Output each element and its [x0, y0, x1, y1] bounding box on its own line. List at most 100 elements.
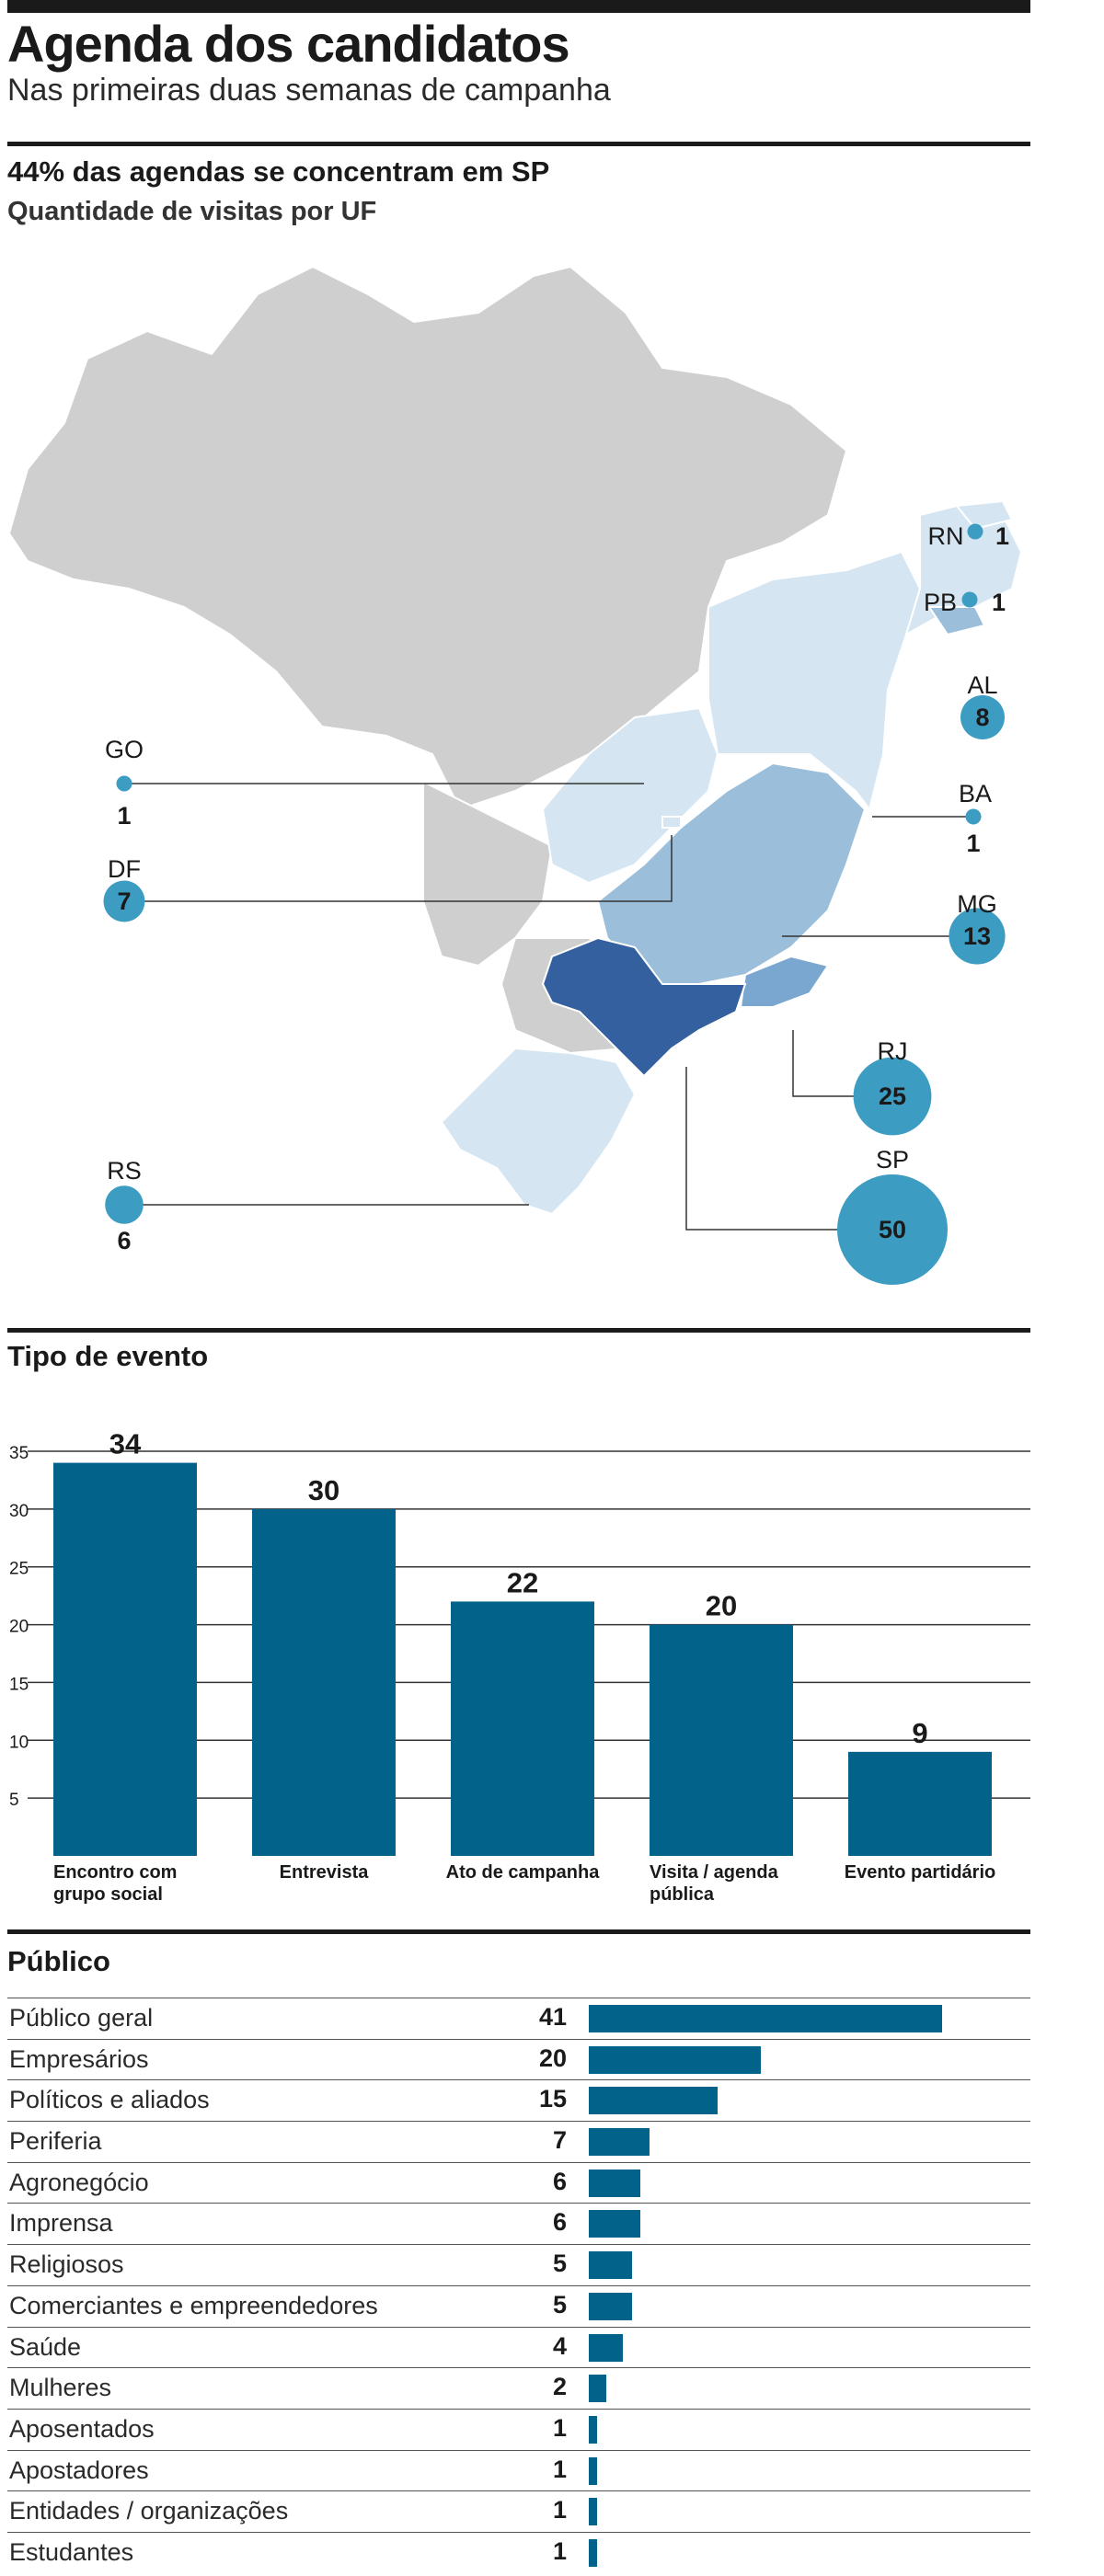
- state-shape-RS: [440, 1047, 637, 1216]
- state-shape-RN: [955, 499, 1014, 531]
- public-row: Políticos e aliados 15: [7, 2079, 1030, 2121]
- category-label: Evento partidário: [845, 1862, 995, 1883]
- public-row-label: Políticos e aliados: [9, 2086, 210, 2114]
- bar-value-label: 9: [912, 1717, 927, 1749]
- public-row: Estudantes 1: [7, 2531, 1030, 2573]
- public-row-label: Empresários: [9, 2044, 149, 2073]
- y-tick-label: 15: [9, 1675, 29, 1694]
- state-label-sp: SP: [876, 1146, 909, 1174]
- public-row-label: Comerciantes e empreendedores: [9, 2291, 378, 2319]
- public-row-value: 2: [552, 2373, 567, 2401]
- event-chart-title: Tipo de evento: [7, 1340, 209, 1372]
- state-value-df: 7: [117, 887, 131, 915]
- public-row-bar: [589, 2375, 606, 2403]
- public-chart-title: Público: [7, 1945, 110, 1977]
- state-shape-AL: [927, 606, 986, 636]
- bar-value-label: 20: [706, 1590, 737, 1622]
- bubble-rj: [853, 1057, 932, 1136]
- public-row-label: Aposentados: [9, 2414, 155, 2443]
- public-row-bar: [589, 2128, 650, 2157]
- state-label-go: GO: [105, 736, 144, 763]
- public-row: Periferia 7: [7, 2121, 1030, 2162]
- public-row-bar: [589, 2538, 598, 2567]
- public-row: Agronegócio 6: [7, 2161, 1030, 2204]
- public-row-bar: [589, 2333, 624, 2362]
- bubble-rn: [967, 523, 983, 540]
- public-row-value: 1: [552, 2536, 567, 2565]
- leader-line-sp: [685, 1067, 839, 1231]
- state-value-go: 1: [117, 802, 131, 830]
- public-row: Apostadores 1: [7, 2449, 1030, 2491]
- bubble-mg: [949, 908, 1006, 965]
- public-row-bar: [589, 2210, 641, 2238]
- public-row-value: 6: [552, 2167, 567, 2195]
- bubble-sp: [837, 1174, 948, 1285]
- bar-3: [650, 1624, 793, 1856]
- state-value-rn: 1: [995, 522, 1009, 550]
- bubble-ba: [965, 808, 982, 825]
- public-row: Entidades / organizações 1: [7, 2490, 1030, 2532]
- state-label-rs: RS: [107, 1157, 142, 1185]
- public-row: Comerciantes e empreendedores 5: [7, 2284, 1030, 2327]
- state-label-rj: RJ: [878, 1037, 908, 1065]
- public-row: Imprensa 6: [7, 2203, 1030, 2244]
- public-row-bar: [589, 2251, 632, 2280]
- leader-line-df: [124, 835, 673, 902]
- public-row: Aposentados 1: [7, 2408, 1030, 2450]
- public-row: Saúde 4: [7, 2326, 1030, 2368]
- public-row-bar: [589, 2087, 719, 2115]
- state-shape-DF: [661, 816, 682, 829]
- map-section-rule: [7, 142, 1030, 146]
- state-shape-SP: [541, 936, 747, 1078]
- state-value-sp: 50: [879, 1216, 906, 1243]
- public-row-value: 41: [538, 2003, 567, 2031]
- bar-value-label: 30: [308, 1474, 339, 1506]
- state-label-pb: PB: [924, 589, 957, 616]
- public-row-bar: [589, 2456, 598, 2485]
- state-shape-BA: [707, 550, 922, 812]
- public-row-label: Entidades / organizações: [9, 2497, 289, 2525]
- state-shape-RJ: [739, 955, 830, 1008]
- public-row-bar: [589, 2169, 641, 2197]
- public-row-label: Mulheres: [9, 2374, 112, 2402]
- state-label-rn: RN: [928, 522, 964, 550]
- bar-2: [451, 1601, 594, 1856]
- public-row-label: Religiosos: [9, 2250, 124, 2279]
- public-row-label: Estudantes: [9, 2537, 134, 2566]
- bar-value-label: 34: [109, 1428, 142, 1460]
- category-label: pública: [650, 1884, 715, 1905]
- public-row-label: Público geral: [9, 2004, 154, 2032]
- page-title: Agenda dos candidatos: [7, 15, 570, 73]
- bubble-df: [103, 880, 145, 922]
- public-bar-list: Público geral 41 Empresários 20 Políticos e …: [7, 1998, 1030, 2573]
- category-label: Visita / agenda: [650, 1862, 779, 1883]
- public-section-rule: [7, 1929, 1030, 1934]
- public-row-value: 5: [552, 2250, 567, 2278]
- public-row: Público geral 41: [7, 1998, 1030, 2039]
- public-row: Empresários 20: [7, 2038, 1030, 2080]
- public-row-value: 5: [552, 2290, 567, 2318]
- bar-value-label: 22: [507, 1566, 538, 1598]
- top-rule: [7, 0, 1030, 13]
- state-value-ba: 1: [966, 830, 980, 857]
- public-row-value: 1: [552, 2455, 567, 2483]
- bar-0: [53, 1462, 197, 1856]
- state-value-al: 8: [975, 704, 989, 731]
- public-row-value: 15: [538, 2085, 567, 2113]
- state-label-df: DF: [108, 855, 141, 883]
- state-label-ba: BA: [959, 780, 992, 807]
- y-tick-label: 25: [9, 1560, 29, 1579]
- state-value-rs: 6: [117, 1227, 131, 1254]
- public-row-label: Saúde: [9, 2332, 82, 2361]
- bubble-rs: [105, 1185, 144, 1224]
- public-row-bar: [589, 2498, 598, 2526]
- category-label: Ato de campanha: [446, 1862, 601, 1883]
- public-row-label: Imprensa: [9, 2209, 113, 2238]
- category-label: grupo social: [53, 1884, 163, 1905]
- map-states: [7, 265, 1023, 1216]
- y-tick-label: 5: [9, 1791, 19, 1810]
- public-row-label: Apostadores: [9, 2456, 149, 2484]
- y-tick-label: 30: [9, 1502, 29, 1521]
- category-label: Entrevista: [280, 1862, 370, 1883]
- leader-line-rj: [792, 1030, 860, 1097]
